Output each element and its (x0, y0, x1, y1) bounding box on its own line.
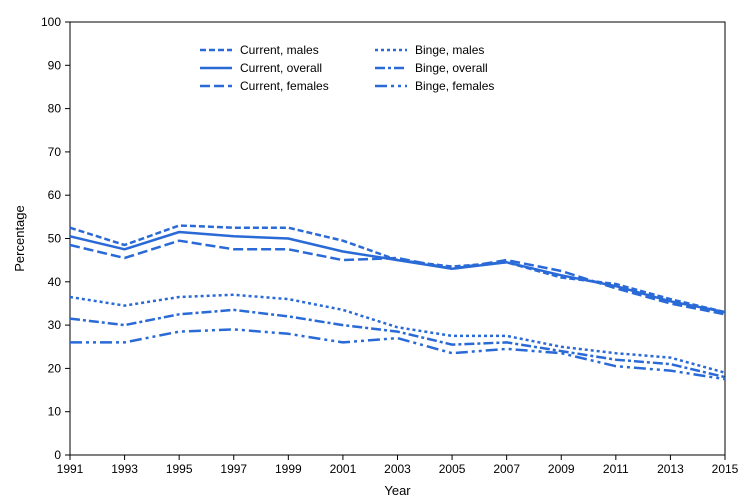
ytick-label: 100 (41, 15, 61, 29)
xtick-label: 2005 (439, 462, 466, 476)
xtick-label: 1995 (166, 462, 193, 476)
xtick-label: 2015 (712, 462, 739, 476)
xtick-label: 2013 (657, 462, 684, 476)
ytick-label: 60 (48, 188, 62, 202)
xtick-label: 2007 (493, 462, 520, 476)
legend-label: Binge, females (415, 79, 494, 93)
xtick-label: 1991 (57, 462, 84, 476)
plot-border (70, 22, 725, 455)
line-chart: 0 10 20 30 40 50 60 70 80 90 100 1991 1993 1995 1997 19… (0, 0, 750, 503)
ytick-label: 80 (48, 102, 62, 116)
xtick-label: 2001 (330, 462, 357, 476)
legend-label: Binge, males (415, 43, 484, 57)
legend-label: Current, overall (240, 61, 322, 75)
xtick-label: 2009 (548, 462, 575, 476)
legend-label: Binge, overall (415, 61, 488, 75)
y-axis-label: Percentage (12, 205, 27, 272)
ytick-label: 40 (48, 275, 62, 289)
chart-container: 0 10 20 30 40 50 60 70 80 90 100 1991 1993 1995 1997 19… (0, 0, 750, 503)
x-axis-label: Year (384, 483, 411, 498)
ytick-label: 30 (48, 318, 62, 332)
legend-label: Current, males (240, 43, 319, 57)
xtick-label: 2003 (384, 462, 411, 476)
xtick-label: 2011 (603, 462, 629, 476)
ytick-label: 10 (48, 405, 62, 419)
ytick-label: 90 (48, 58, 62, 72)
ytick-label: 20 (48, 361, 62, 375)
xtick-label: 1999 (275, 462, 302, 476)
xtick-label: 1997 (220, 462, 247, 476)
ytick-label: 70 (48, 145, 62, 159)
xtick-label: 1993 (111, 462, 138, 476)
ytick-label: 0 (54, 448, 61, 462)
legend-label: Current, females (240, 79, 329, 93)
ytick-label: 50 (48, 232, 62, 246)
